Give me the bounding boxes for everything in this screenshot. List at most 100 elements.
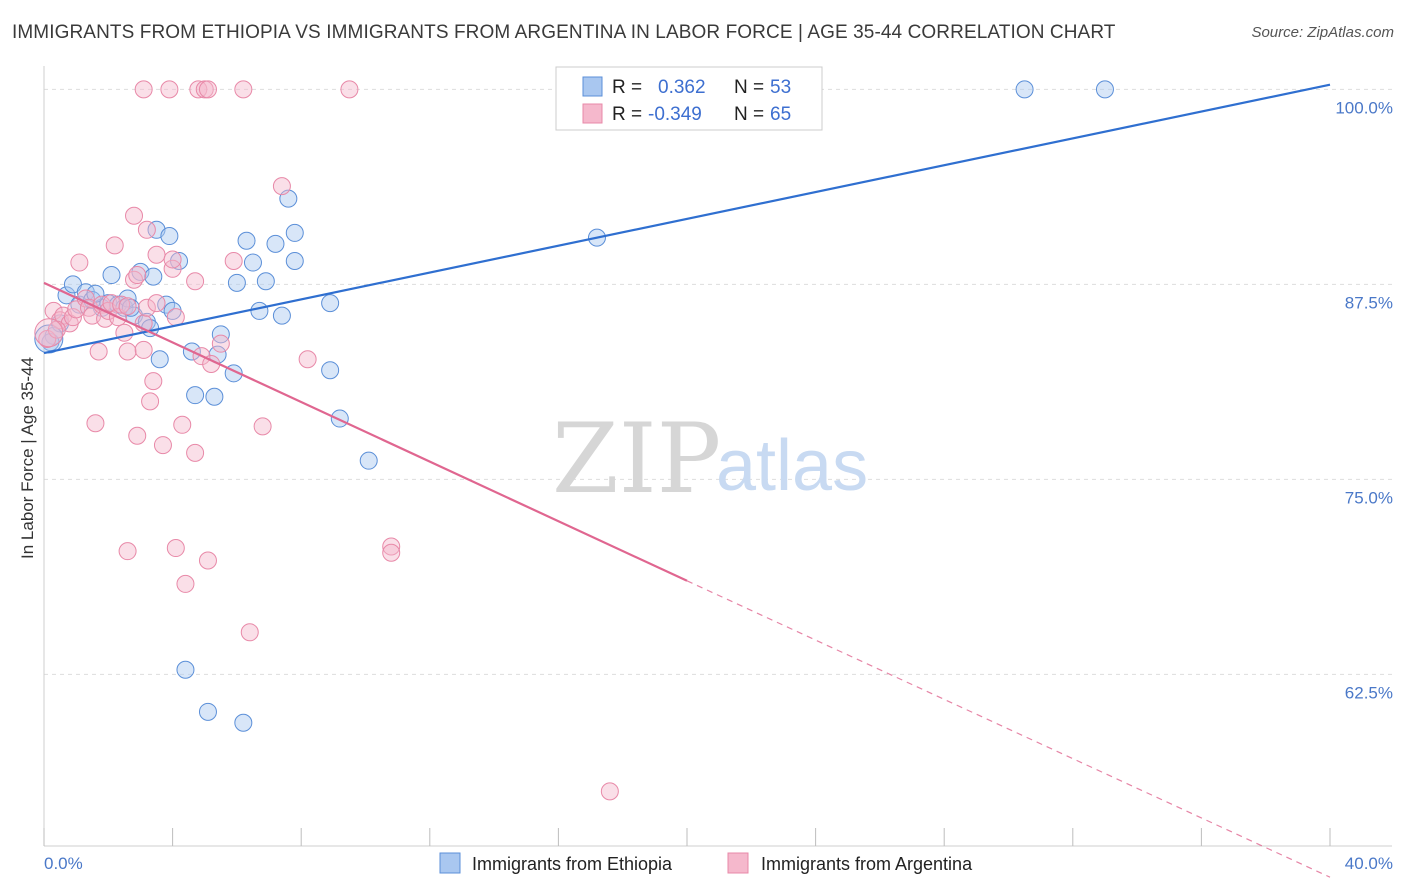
legend-r-label-argentina: R = <box>612 104 642 125</box>
y-tick-labels: 100.0% 87.5% 75.0% 62.5% <box>1335 98 1393 702</box>
legend-n-value-ethiopia: 53 <box>770 77 791 98</box>
argentina-point-63 <box>600 782 619 801</box>
argentina-point-41 <box>166 539 185 558</box>
argentina-point-35 <box>147 294 166 313</box>
argentina-point-38 <box>160 80 179 99</box>
ethiopia-point-24 <box>186 386 205 405</box>
ethiopia-point-31 <box>237 231 256 250</box>
argentina-point-46 <box>186 443 205 462</box>
axes <box>43 66 1392 847</box>
legend-r-value-argentina: -0.349 <box>648 104 702 125</box>
argentina-point-19 <box>112 295 131 314</box>
argentina-points <box>34 80 619 801</box>
legend-n-label-ethiopia: N = <box>734 77 764 98</box>
argentina-point-11 <box>86 414 105 433</box>
legend-swatch-ethiopia <box>582 76 603 97</box>
x-tick-labels: 0.0% 40.0% <box>44 854 1393 873</box>
ethiopia-point-33 <box>250 301 269 320</box>
argentina-point-33 <box>141 392 160 411</box>
argentina-point-43 <box>173 415 192 434</box>
argentina-point-40 <box>163 250 182 269</box>
series-legend-label-ethiopia: Immigrants from Ethiopia <box>472 854 673 874</box>
stats-legend: R = 0.362 N = 53 R = -0.349 N = 65 <box>555 66 823 131</box>
argentina-point-26 <box>125 206 144 225</box>
argentina-point-31 <box>137 298 156 317</box>
ethiopia-point-42 <box>330 409 349 428</box>
argentina-point-42 <box>166 308 185 327</box>
argentina-point-32 <box>137 220 156 239</box>
argentina-point-21 <box>118 342 137 361</box>
argentina-point-61 <box>382 537 401 556</box>
argentina-point-17 <box>105 236 124 255</box>
argentina-point-23 <box>118 297 137 316</box>
ethiopia-point-16 <box>144 267 163 286</box>
argentina-point-62 <box>382 543 401 562</box>
y-axis-label: In Labor Force | Age 35-44 <box>18 357 37 559</box>
series-legend-swatch-ethiopia <box>439 852 461 874</box>
legend-n-label-argentina: N = <box>734 104 764 125</box>
argentina-point-25 <box>128 266 147 285</box>
argentina-point-53 <box>211 334 230 353</box>
ethiopia-point-26 <box>205 387 224 406</box>
argentina-point-56 <box>240 623 259 642</box>
argentina-point-44 <box>176 574 195 593</box>
watermark-zip: ZIP <box>552 403 721 515</box>
legend-r-label-ethiopia: R = <box>612 77 642 98</box>
y-tick-label-0: 100.0% <box>1335 98 1393 117</box>
series-legend-label-argentina: Immigrants from Argentina <box>761 854 973 874</box>
watermark: ZIP atlas <box>552 403 868 515</box>
argentina-point-20 <box>115 323 134 342</box>
ethiopia-point-25 <box>198 702 217 721</box>
legend-n-value-argentina: 65 <box>770 104 791 125</box>
ethiopia-point-44 <box>176 660 195 679</box>
argentina-point-22 <box>118 542 137 561</box>
ethiopia-point-43 <box>359 451 378 470</box>
argentina-point-34 <box>144 372 163 391</box>
trend-lines <box>43 83 1331 878</box>
legend-r-value-ethiopia: 0.362 <box>658 77 706 98</box>
argentina-point-30 <box>134 80 153 99</box>
ethiopia-point-35 <box>266 234 285 253</box>
watermark-atlas: atlas <box>716 426 868 506</box>
legend-swatch-argentina <box>582 103 603 124</box>
series-legend: Immigrants from Ethiopia Immigrants from… <box>439 852 973 874</box>
ethiopia-point-47 <box>1015 80 1034 99</box>
argentina-point-51 <box>198 80 217 99</box>
argentina-point-27 <box>128 426 147 445</box>
chart-title: IMMIGRANTS FROM ETHIOPIA VS IMMIGRANTS F… <box>12 22 1116 43</box>
argentina-trend-line <box>43 281 688 582</box>
ethiopia-point-18 <box>150 350 169 369</box>
ethiopia-point-20 <box>160 227 179 246</box>
ethiopia-point-48 <box>1095 80 1114 99</box>
argentina-point-50 <box>198 551 217 570</box>
argentina-point-12 <box>89 342 108 361</box>
argentina-point-29 <box>134 340 153 359</box>
ethiopia-trend-line <box>43 83 1331 355</box>
argentina-point-57 <box>253 417 272 436</box>
ethiopia-point-41 <box>321 361 340 380</box>
ethiopia-point-34 <box>256 272 275 291</box>
argentina-point-45 <box>186 272 205 291</box>
argentina-point-0 <box>38 330 57 348</box>
argentina-point-59 <box>298 350 317 369</box>
gridlines <box>44 88 1392 675</box>
ethiopia-point-39 <box>285 252 304 270</box>
series-legend-swatch-argentina <box>727 852 749 874</box>
ethiopia-point-38 <box>285 223 304 242</box>
argentina-point-36 <box>147 245 166 264</box>
ethiopia-point-40 <box>321 294 340 313</box>
argentina-point-54 <box>224 252 243 270</box>
ethiopia-point-32 <box>243 253 262 272</box>
argentina-point-60 <box>340 80 359 99</box>
ethiopia-point-9 <box>102 266 121 285</box>
ethiopia-point-51 <box>121 298 140 317</box>
y-tick-label-3: 62.5% <box>1345 683 1393 702</box>
ethiopia-point-45 <box>234 713 253 732</box>
argentina-point-39 <box>163 259 182 278</box>
argentina-point-7 <box>70 253 89 272</box>
argentina-point-cluster <box>34 318 64 348</box>
chart-source: Source: ZipAtlas.com <box>1251 24 1394 41</box>
argentina-point-55 <box>234 80 253 99</box>
x-tick-label-0: 0.0% <box>44 854 83 873</box>
